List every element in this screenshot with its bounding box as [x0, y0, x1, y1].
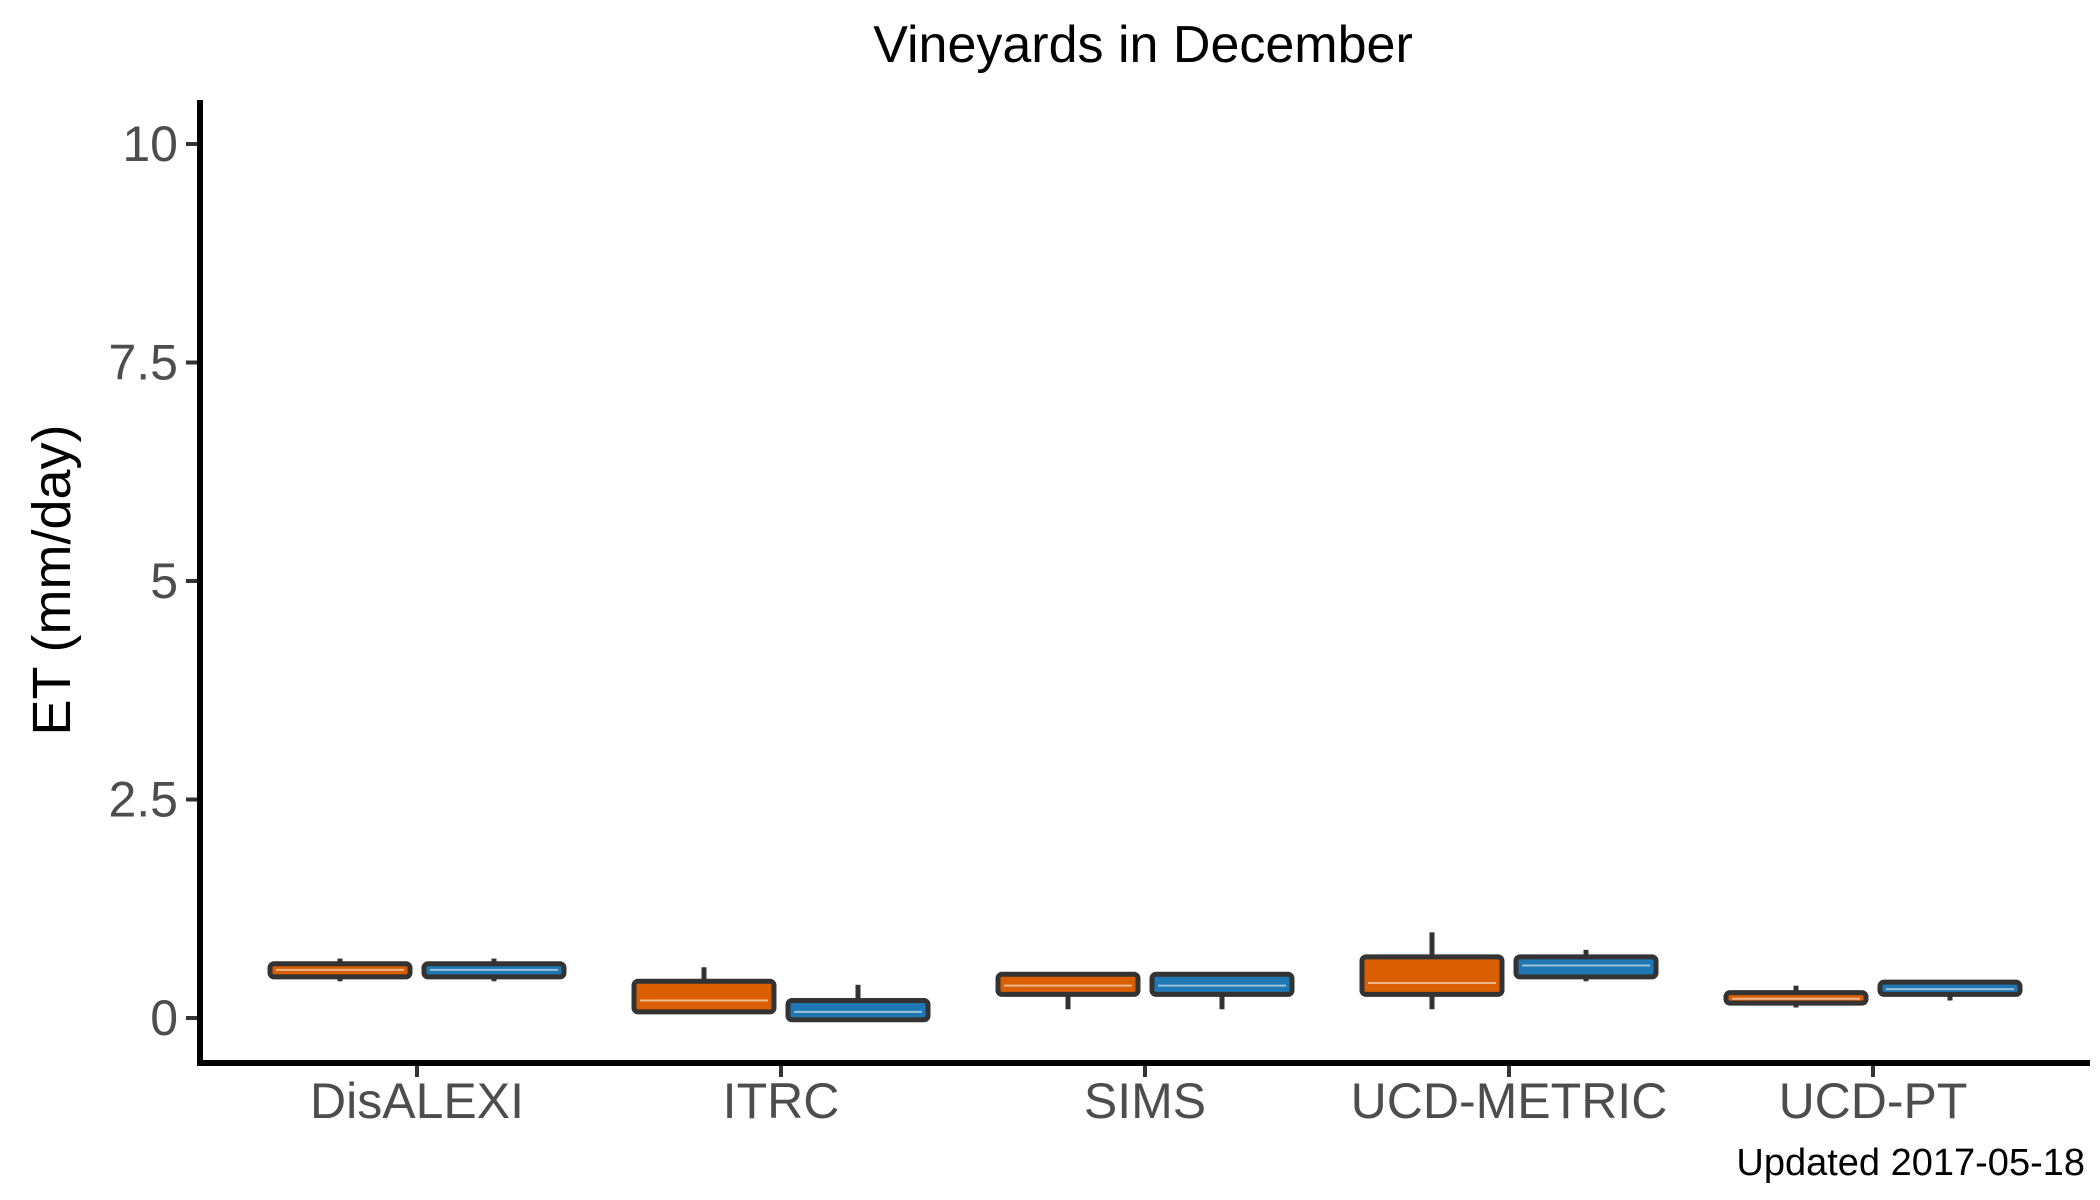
boxplot-marks — [267, 932, 2023, 1023]
y-axis: 0 2.5 5 7.5 10 — [108, 116, 200, 1046]
box-itrc-series-1 — [631, 967, 777, 1015]
box — [1513, 954, 1659, 980]
y-tick-label: 0 — [150, 990, 178, 1046]
box — [995, 971, 1141, 997]
x-tick-label: UCD-PT — [1779, 1073, 1968, 1129]
x-tick-label: SIMS — [1084, 1073, 1206, 1129]
x-tick-label: UCD-METRIC — [1351, 1073, 1668, 1129]
box-sims-series-2 — [1149, 971, 1295, 1010]
box-ucd-pt-series-2 — [1877, 979, 2023, 1001]
box — [1359, 954, 1505, 997]
box — [785, 998, 931, 1023]
y-tick-label: 10 — [122, 116, 178, 172]
x-tick-label: ITRC — [723, 1073, 840, 1129]
y-axis-title: ET (mm/day) — [22, 424, 82, 735]
box — [1149, 971, 1295, 997]
box-disalexi-series-1 — [267, 958, 413, 982]
y-tick-label: 7.5 — [108, 335, 178, 391]
y-tick-label: 5 — [150, 553, 178, 609]
updated-caption: Updated 2017-05-18 — [1736, 1142, 2085, 1184]
box-ucd-metric-series-1 — [1359, 932, 1505, 1010]
box — [631, 978, 777, 1015]
chart-title: Vineyards in December — [873, 16, 1413, 74]
y-tick-label: 2.5 — [108, 772, 178, 828]
x-tick-label: DisALEXI — [310, 1073, 524, 1129]
box-itrc-series-2 — [785, 984, 931, 1023]
box-disalexi-series-2 — [421, 958, 567, 982]
box-ucd-pt-series-1 — [1723, 985, 1869, 1008]
x-axis: DisALEXI ITRC SIMS UCD-METRIC UCD-PT — [310, 1063, 1967, 1129]
box-ucd-metric-series-2 — [1513, 949, 1659, 982]
box-sims-series-1 — [995, 971, 1141, 1010]
